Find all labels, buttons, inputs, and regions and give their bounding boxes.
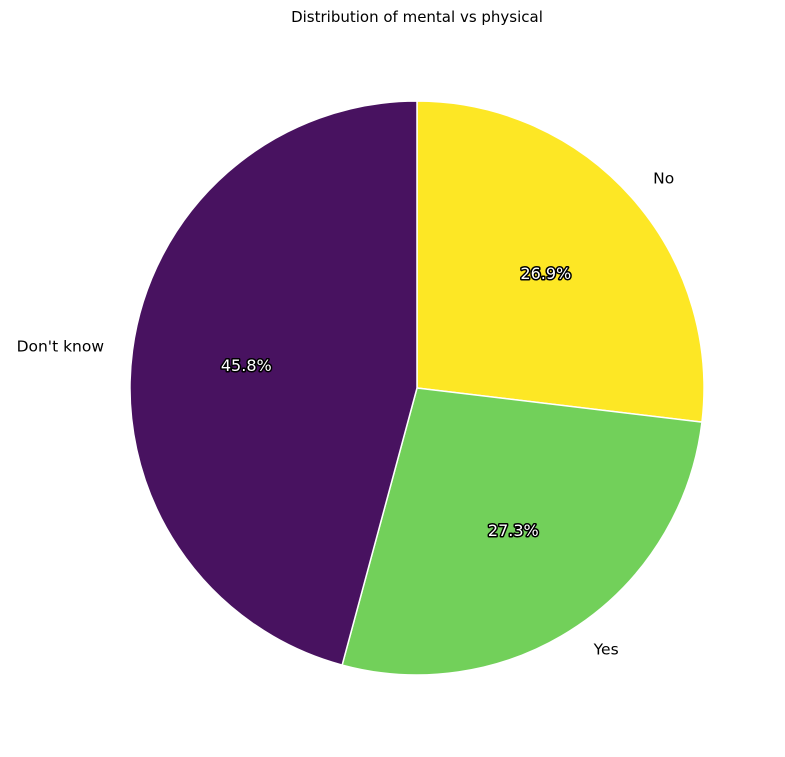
chart-title: Distribution of mental vs physical [291,8,543,26]
pie-slice-no [416,100,705,423]
pie-slice-yes [341,387,703,676]
slice-label-yes: Yes [593,641,619,659]
pie-slices [129,100,705,676]
slice-percent-yes: 27.3% [488,521,539,540]
pie-slice-don-t-know [129,100,418,666]
slice-percent-no: 26.9% [520,264,571,283]
slice-label-don-t-know: Don't know [17,337,105,355]
slice-percent-don-t-know: 45.8% [221,356,272,375]
pie-labels: No 26.9% Yes 27.3% Don't know 45.8% [17,169,675,658]
slice-label-no: No [653,169,674,187]
